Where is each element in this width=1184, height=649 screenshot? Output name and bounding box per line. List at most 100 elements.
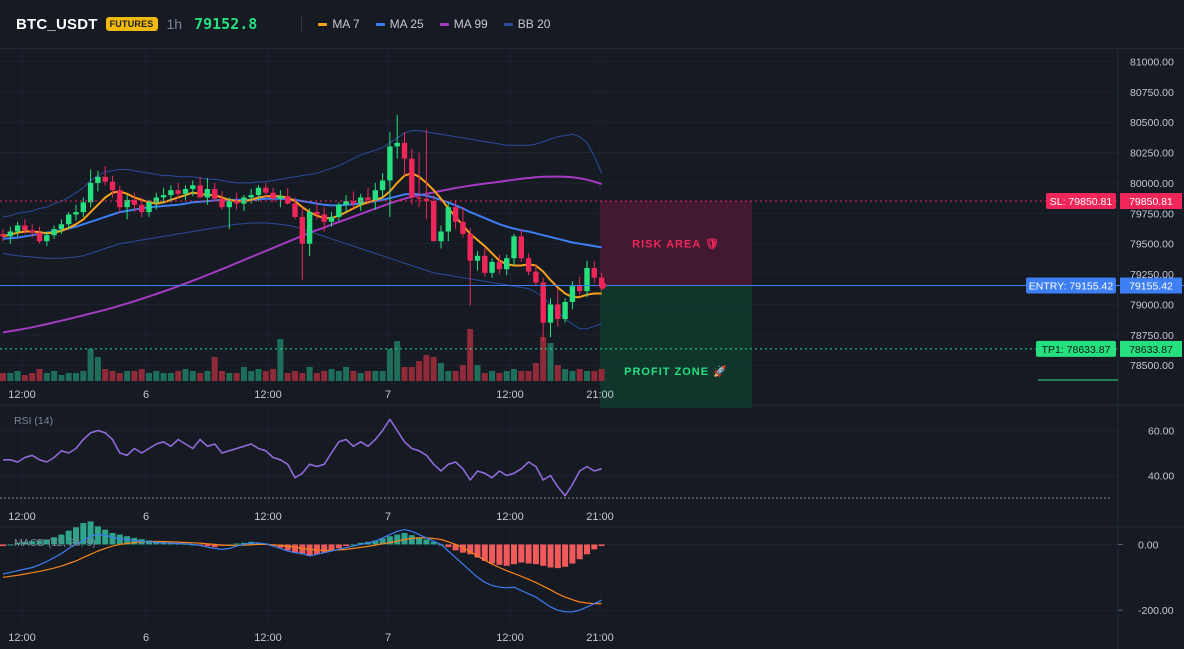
macd-histogram-bar [408, 535, 415, 545]
candle-body [22, 225, 28, 231]
legend-label: MA 25 [389, 17, 424, 31]
macd-histogram-bar [116, 534, 123, 545]
macd-histogram-bar [29, 541, 36, 545]
macd-histogram-bar [277, 544, 284, 548]
candle-body [124, 199, 130, 208]
volume-bar [131, 371, 138, 381]
symbol-name[interactable]: BTC_USDT [16, 15, 98, 33]
sl-level-tag[interactable]: SL: 79850.81 79850.81 [1046, 193, 1182, 210]
candle-body [168, 190, 174, 196]
last-price-dot [599, 282, 607, 290]
candle-body [467, 233, 473, 261]
candle-body [285, 196, 291, 204]
volume-bar [569, 371, 576, 381]
volume-bar [197, 373, 204, 381]
candle-body [66, 214, 72, 225]
time-tick-label: 12:00 [496, 632, 524, 644]
volume-bar [343, 367, 350, 381]
macd-histogram-bar [43, 539, 50, 545]
time-tick-label: 6 [143, 511, 149, 523]
candle-body [204, 188, 211, 198]
bb-upper-line [2, 130, 603, 218]
volume-bar [0, 373, 6, 381]
legend-swatch [503, 22, 513, 26]
price-tick-label: 79000.00 [1130, 299, 1174, 311]
candle-body [474, 255, 481, 261]
volume-bar [124, 371, 131, 381]
macd-histogram-bar [58, 534, 65, 545]
volume-bar [438, 363, 444, 381]
time-tick-label: 12:00 [254, 632, 282, 644]
candle-body [197, 185, 203, 198]
tp1-tag-box [1036, 340, 1116, 357]
candle-body [51, 229, 57, 236]
candlesticks [0, 114, 605, 341]
candle-body [182, 188, 189, 194]
price-tick-label: 78500.00 [1130, 360, 1174, 372]
legend-item-bb20[interactable]: BB 20 [503, 17, 550, 31]
candle-body [577, 286, 583, 292]
candle-body [14, 225, 21, 232]
macd-histogram-bar [14, 542, 21, 545]
candle-body [241, 197, 247, 204]
volume-bar [138, 369, 145, 381]
time-tick-label: 7 [385, 632, 391, 644]
macd-histogram-bar [233, 543, 240, 545]
legend-item-ma99[interactable]: MA 99 [439, 17, 488, 31]
volume-bar [262, 371, 269, 381]
futures-badge: FUTURES [105, 17, 158, 31]
macd-histogram-bar [518, 544, 525, 563]
volume-bar [423, 355, 430, 381]
volume-bar [576, 369, 583, 381]
time-tick-label: 6 [143, 389, 149, 401]
volume-bar [240, 367, 247, 381]
price-tick-label: 81000.00 [1130, 56, 1174, 68]
time-tick-label: 21:00 [586, 389, 614, 401]
macd-histogram-bar [102, 529, 109, 545]
macd-histogram-bar [496, 544, 503, 565]
candle-body [540, 282, 546, 323]
candle-body [496, 261, 503, 270]
macd-histogram-bar [540, 544, 547, 566]
volume-bar [153, 371, 160, 381]
profit-zone-label: PROFIT ZONE 🚀 [624, 365, 728, 378]
entry-level-tag[interactable]: ENTRY: 79155.42 79155.42 [1026, 277, 1182, 294]
candle-body [409, 158, 415, 198]
rsi-pane: 60.00 40.00 RSI (14) 12:00 6 12:00 7 12:00 21:00 [0, 415, 1174, 523]
candle-body [277, 196, 284, 199]
candle-body [445, 207, 451, 232]
volume-bar [372, 371, 379, 381]
legend-item-ma7[interactable]: MA 7 [318, 17, 360, 31]
volume-bar [146, 373, 152, 381]
candle-body [336, 204, 342, 217]
candle-body [29, 230, 35, 233]
volume-bar [160, 373, 167, 381]
candle-body [160, 195, 167, 198]
rsi-line [3, 418, 602, 497]
candle-body [569, 286, 576, 303]
last-price: 79152.8 [194, 15, 258, 33]
candle-body [328, 216, 335, 222]
tp1-level-tag[interactable]: TP1: 78633.87 78633.87 [1036, 340, 1182, 357]
candle-body [146, 202, 152, 213]
interval-selector[interactable]: 1h [166, 16, 183, 32]
candle-body [394, 142, 400, 147]
macd-histogram-bar [131, 537, 138, 545]
candle-body [525, 258, 532, 272]
tp1-axis-label: 78633.87 [1129, 344, 1173, 356]
time-tick-label: 21:00 [586, 511, 614, 523]
macd-histogram-bar [394, 534, 401, 545]
macd-histogram-bar [51, 537, 58, 545]
macd-histogram-bar [525, 544, 532, 564]
legend-item-ma25[interactable]: MA 25 [375, 17, 424, 31]
macd-histogram-bar [591, 544, 598, 550]
macd-histogram-bar [562, 544, 569, 567]
candle-body [431, 201, 437, 242]
volume-bar [233, 373, 240, 381]
volume-bar [167, 373, 174, 381]
volume-bar [321, 371, 328, 381]
price-levels: SL: 79850.81 79850.81 ENTRY: 79155.42 79155… [0, 193, 1184, 381]
volume-bar [459, 365, 466, 381]
macd-histogram-bar [423, 539, 430, 545]
